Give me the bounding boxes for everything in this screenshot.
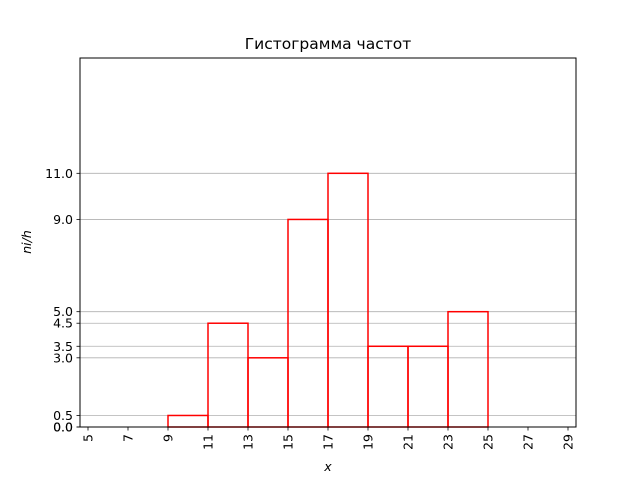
x-tick-label: 15: [281, 434, 296, 450]
x-tick-label: 25: [481, 434, 496, 450]
histogram-bar: [447, 310, 489, 428]
y-axis-ticks: 0.00.00.53.03.54.55.09.011.0: [45, 166, 80, 435]
x-tick-label: 13: [241, 434, 256, 450]
x-tick-label: 5: [81, 434, 96, 442]
x-tick-label: 17: [321, 434, 336, 450]
y-axis-label: ni/h: [19, 230, 34, 254]
x-tick-label: 9: [161, 434, 176, 442]
y-tick-label: 0.0: [53, 420, 73, 435]
histogram-bar: [327, 172, 369, 428]
chart-title: Гистограмма частот: [245, 35, 412, 53]
x-tick-label: 21: [401, 434, 416, 450]
histogram-bar: [407, 345, 449, 428]
y-tick-label: 0.5: [53, 408, 73, 423]
x-tick-label: 23: [441, 434, 456, 450]
x-tick-label: 19: [361, 434, 376, 450]
y-tick-label: 3.5: [53, 339, 73, 354]
histogram-bar: [247, 357, 289, 428]
y-tick-label: 5.0: [53, 304, 73, 319]
x-tick-label: 29: [561, 434, 576, 450]
x-axis-label: x: [323, 459, 332, 474]
histogram-bar: [367, 345, 409, 428]
y-tick-label: 0.0: [53, 420, 73, 435]
histogram-bars: [167, 172, 489, 428]
x-tick-label: 11: [201, 434, 216, 450]
x-tick-label: 27: [521, 434, 536, 450]
x-axis-ticks: 5 7 9 11 13 15 17 19 21 23 25 27 29: [81, 427, 576, 450]
histogram-bar: [167, 414, 209, 428]
y-tick-label: 11.0: [45, 166, 73, 181]
y-tick-label: 4.5: [53, 316, 73, 331]
x-tick-label: 7: [121, 434, 136, 442]
histogram-bar: [207, 322, 249, 428]
y-tick-label: 9.0: [53, 212, 73, 227]
y-tick-label: 3.0: [53, 350, 73, 365]
